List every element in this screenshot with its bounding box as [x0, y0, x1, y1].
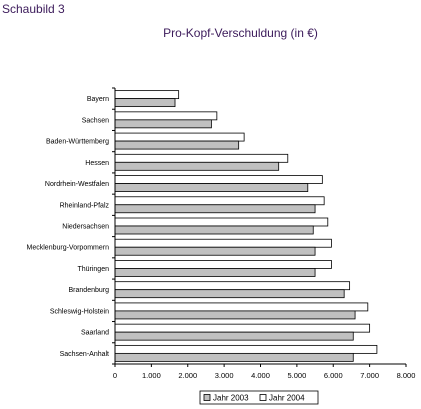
- chart-title: Pro-Kopf-Verschuldung (in €): [163, 26, 318, 40]
- bar-2003: [114, 225, 314, 235]
- x-tick-label: 0: [113, 371, 117, 380]
- category-label: Niedersachsen: [62, 224, 109, 231]
- category-label: Thüringen: [77, 266, 109, 273]
- category-label: Hessen: [85, 160, 109, 167]
- bar-2004: [114, 90, 180, 100]
- tick-labels: 0 1.000 2.000 3.000 4.000 5.000 6.000 7.000 8.00…: [113, 371, 415, 380]
- bar-2004: [114, 153, 289, 163]
- category-label: Rheinland-Pfalz: [60, 202, 110, 209]
- bar-2003: [114, 331, 354, 341]
- category-labels: Bayern Sachsen Baden-Württemberg Hessen Nord…: [27, 96, 110, 358]
- bar-2003: [114, 310, 356, 320]
- category-label: Bayern: [87, 96, 109, 103]
- bar-2004: [114, 260, 332, 269]
- bar-2004: [114, 281, 351, 291]
- bar-2003: [114, 289, 345, 299]
- page-label: Schaubild 3: [2, 2, 65, 16]
- x-tick-label: 2.000: [178, 371, 197, 380]
- x-tick-label: 5.000: [287, 371, 306, 380]
- legend: Jahr 2003 Jahr 2004: [199, 390, 319, 405]
- bar-2003: [114, 246, 316, 256]
- bar-2004: [114, 217, 329, 227]
- legend-swatch: [259, 394, 267, 401]
- axes-group: [112, 87, 407, 367]
- bar-2003: [114, 161, 280, 171]
- bar-2004: [114, 132, 245, 142]
- bar-2003: [114, 268, 316, 277]
- bar-2004: [114, 238, 332, 248]
- bar-2003: [114, 140, 240, 150]
- x-tick-label: 1.000: [142, 371, 161, 380]
- bar-2004: [114, 175, 323, 184]
- x-tick-label: 6.000: [324, 371, 343, 380]
- bar-2003: [114, 204, 316, 214]
- bar-2003: [114, 352, 354, 362]
- x-tick-label: 7.000: [360, 371, 379, 380]
- bar-2003: [114, 183, 309, 192]
- legend-label: Jahr 2003: [213, 394, 249, 403]
- legend-swatch: [203, 394, 211, 401]
- bars-group: [114, 90, 378, 362]
- x-tick-label: 3.000: [215, 371, 234, 380]
- category-label: Schleswig-Holstein: [50, 308, 109, 315]
- legend-label: Jahr 2004: [269, 394, 305, 403]
- category-label: Baden-Württemberg: [46, 139, 109, 146]
- legend-box: [199, 390, 319, 405]
- bar-2004: [114, 196, 325, 206]
- bar-2004: [114, 111, 218, 121]
- category-label: Brandenburg: [69, 287, 110, 294]
- x-tick-label: 4.000: [251, 371, 270, 380]
- category-label: Mecklenburg-Vorpommern: [27, 245, 110, 252]
- x-tick-label: 8.000: [397, 371, 416, 380]
- bar-2003: [114, 98, 176, 108]
- bar-2004: [114, 323, 371, 333]
- category-label: Saarland: [81, 330, 109, 337]
- category-label: Nordrhein-Westfalen: [45, 181, 109, 188]
- category-label: Sachsen-Anhalt: [60, 351, 109, 358]
- bar-2004: [114, 344, 378, 354]
- bar-2003: [114, 119, 212, 129]
- category-label: Sachsen: [82, 117, 109, 124]
- bar-2004: [114, 302, 369, 312]
